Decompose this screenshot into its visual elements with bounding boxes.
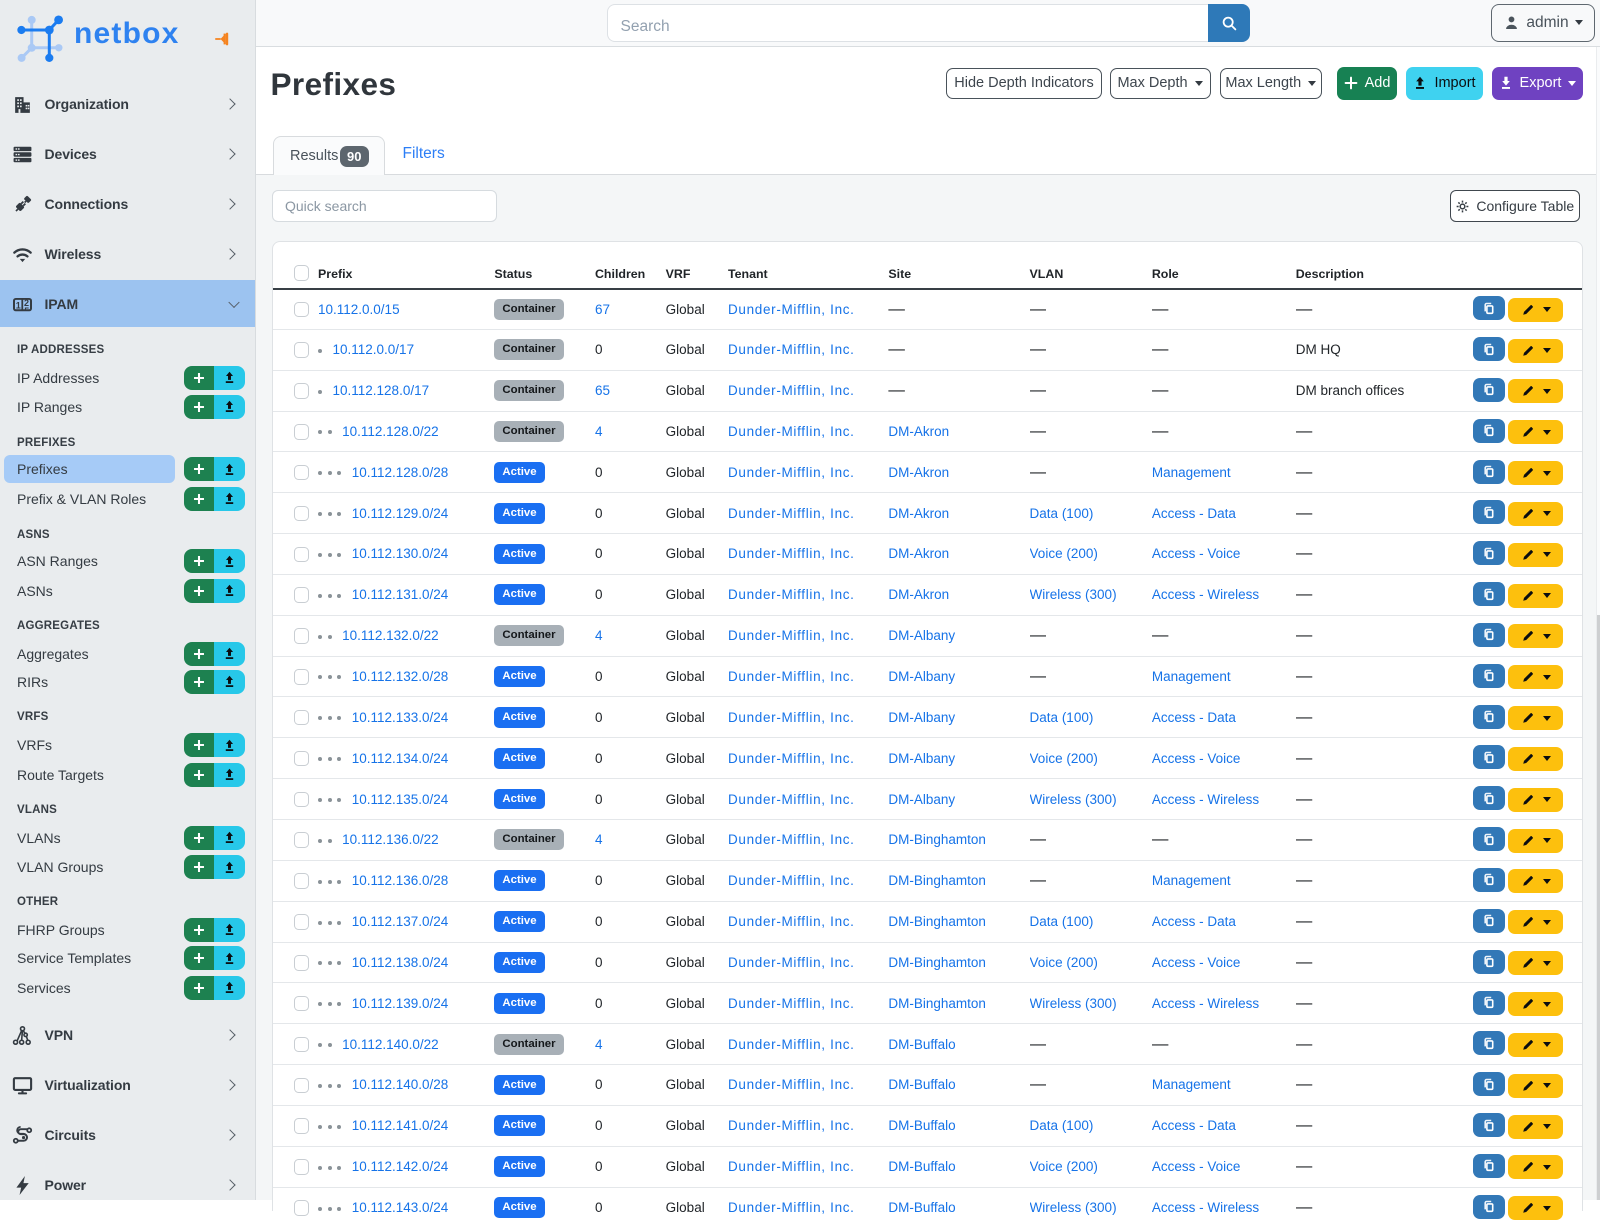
svg-text:2: 2 <box>24 297 29 307</box>
svg-text:5: 5 <box>24 306 29 315</box>
svg-text:1: 1 <box>16 300 21 310</box>
